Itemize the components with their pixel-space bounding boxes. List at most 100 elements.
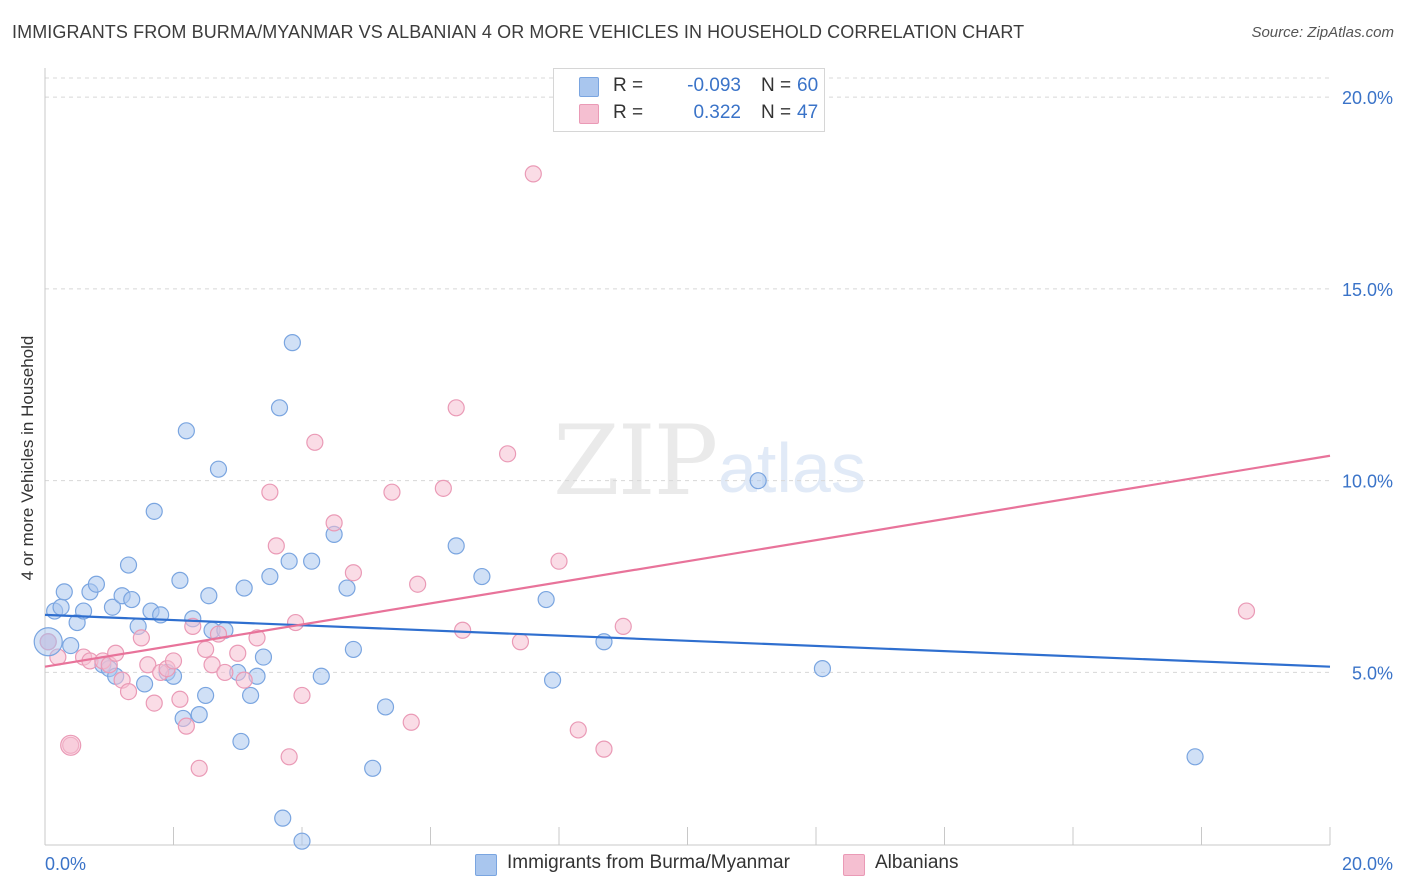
point-albanians <box>409 575 427 593</box>
point-burma <box>74 602 93 620</box>
trend-layer <box>44 454 1331 668</box>
y-axis-label: 4 or more Vehicles in Household <box>18 335 37 581</box>
series-label-albanians: Albanians <box>875 852 959 873</box>
point-burma <box>376 698 395 716</box>
point-albanians <box>190 759 208 777</box>
point-albanians <box>402 713 420 731</box>
point-albanians <box>383 483 401 501</box>
point-burma <box>344 640 362 659</box>
legend-n-value: 60 <box>797 75 819 96</box>
point-burma <box>197 686 215 705</box>
point-burma <box>280 552 298 570</box>
watermark-zip: ZIP <box>553 405 718 517</box>
point-burma <box>87 575 106 593</box>
point-burma <box>1186 748 1204 766</box>
point-albanians <box>306 433 324 451</box>
legend-swatch-albanians <box>579 104 599 124</box>
point-burma <box>145 502 163 520</box>
point-burma <box>55 583 73 601</box>
points-layer <box>33 165 1256 850</box>
point-burma <box>537 590 555 609</box>
point-albanians-large <box>60 734 82 756</box>
point-burma <box>177 422 195 440</box>
trend-line-albanians <box>44 454 1331 668</box>
point-albanians <box>344 564 362 582</box>
point-albanians <box>177 717 195 735</box>
legend-swatch-burma <box>579 77 599 97</box>
point-albanians <box>1237 602 1256 620</box>
point-burma <box>283 334 301 352</box>
point-burma <box>447 537 465 555</box>
point-burma <box>123 590 141 609</box>
point-burma <box>235 579 253 597</box>
point-albanians <box>261 483 279 501</box>
y-tick-label: 5.0% <box>1352 663 1393 683</box>
y-tick-label: 20.0% <box>1342 88 1393 108</box>
point-burma <box>270 399 289 417</box>
x-tick-label-start: 0.0% <box>45 854 86 874</box>
point-albanians <box>139 656 157 674</box>
legend-n-value: 47 <box>797 102 819 123</box>
point-burma <box>261 567 279 586</box>
point-albanians <box>119 682 138 701</box>
point-albanians <box>511 633 530 651</box>
series-swatch-albanians <box>843 854 865 876</box>
point-burma <box>749 472 767 490</box>
point-albanians <box>454 621 472 639</box>
point-burma <box>303 552 321 570</box>
point-albanians <box>164 652 183 670</box>
point-albanians <box>499 445 517 463</box>
point-albanians <box>550 552 568 570</box>
point-burma <box>52 598 70 616</box>
point-burma <box>200 587 218 605</box>
point-albanians <box>248 629 266 647</box>
point-burma <box>119 556 138 574</box>
point-burma <box>274 809 292 827</box>
point-burma <box>813 659 832 678</box>
point-burma <box>293 832 311 850</box>
point-albanians <box>569 721 587 739</box>
axis-layer <box>44 68 1331 846</box>
point-albanians <box>524 165 542 183</box>
point-albanians <box>280 748 298 766</box>
point-albanians <box>614 617 632 636</box>
series-label-burma: Immigrants from Burma/Myanmar <box>507 852 790 873</box>
watermark-atlas: atlas <box>718 429 866 507</box>
x-tick-label-end: 20.0% <box>1342 854 1393 874</box>
point-albanians <box>132 629 150 647</box>
point-albanians <box>286 613 305 632</box>
point-albanians <box>434 479 452 497</box>
point-albanians <box>184 617 202 636</box>
point-burma <box>62 636 80 655</box>
legend-r-value: -0.093 <box>687 75 741 96</box>
point-albanians <box>203 656 221 674</box>
point-burma <box>242 686 260 705</box>
point-albanians <box>197 640 215 659</box>
point-burma <box>338 579 356 597</box>
y-tick-label: 15.0% <box>1342 280 1393 300</box>
tick-labels-layer: 5.0% 10.0% 15.0% 20.0% 0.0% 20.0% <box>45 88 1393 874</box>
legend-n-label: N = <box>761 75 792 96</box>
point-albanians <box>267 537 285 555</box>
point-burma <box>103 598 122 616</box>
point-burma <box>171 571 189 589</box>
point-burma <box>209 460 228 478</box>
point-albanians <box>229 644 247 662</box>
series-swatch-burma <box>475 854 497 876</box>
correlation-legend: R = -0.093 N = 60 R = 0.322 N = 47 <box>553 68 825 132</box>
point-albanians <box>595 740 613 758</box>
legend-r-value: 0.322 <box>693 102 741 123</box>
point-burma <box>135 675 154 693</box>
legend-r-label: R = <box>613 75 644 96</box>
chart-title: IMMIGRANTS FROM BURMA/MYANMAR VS ALBANIA… <box>12 22 1025 42</box>
point-burma <box>312 667 330 685</box>
point-albanians <box>447 399 465 417</box>
legend-n-label: N = <box>761 102 792 123</box>
point-burma-large <box>33 627 63 657</box>
point-burma <box>190 706 208 724</box>
source-label: Source: ZipAtlas.com <box>1251 24 1394 41</box>
point-burma <box>543 671 562 689</box>
point-albanians <box>293 686 311 705</box>
point-albanians <box>145 694 163 712</box>
point-albanians <box>235 671 253 689</box>
